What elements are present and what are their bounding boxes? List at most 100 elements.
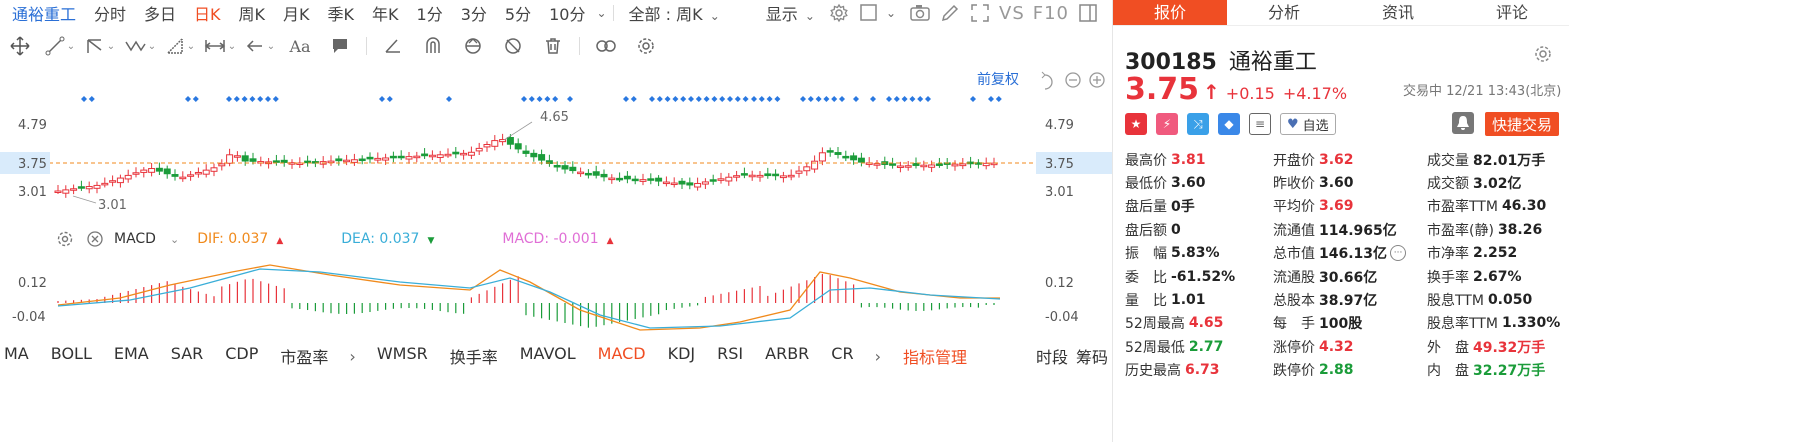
f10-button[interactable]: F10 (1032, 2, 1070, 24)
magnet-icon[interactable] (413, 32, 453, 60)
candlestick (764, 167, 772, 179)
indicator-tab[interactable]: KDJ (667, 344, 696, 363)
indicator-tab[interactable]: MAVOL (519, 344, 576, 363)
panel-tab[interactable]: 报价 (1113, 0, 1227, 25)
stat-value: -61.52% (1171, 268, 1236, 285)
panel-tab[interactable]: 评论 (1495, 3, 1528, 22)
panel-toggle-icon[interactable] (1076, 2, 1100, 24)
indicator-tab[interactable]: CR (831, 344, 854, 363)
indicator-tab[interactable]: SAR (170, 344, 204, 363)
vs-button[interactable]: VS (999, 2, 1025, 24)
candlestick (701, 178, 709, 190)
panel-settings-gear-icon[interactable] (1533, 44, 1553, 68)
quick-trade-button[interactable]: 快捷交易 (1485, 112, 1559, 136)
crosshair-move-icon[interactable] (0, 32, 40, 60)
period-tab[interactable]: 季K (327, 5, 355, 24)
display-select[interactable]: 显示 ⌄ (765, 5, 815, 24)
wave-icon[interactable]: ⌄ (120, 32, 160, 60)
settings-gear-icon[interactable] (827, 2, 851, 24)
chart-style-square-icon[interactable] (857, 2, 881, 24)
panel-tab[interactable]: 分析 (1267, 3, 1300, 22)
stock-name-link[interactable]: 通裕重工 (12, 5, 77, 24)
candlestick (319, 156, 327, 169)
candlestick (756, 171, 764, 182)
period-tab[interactable]: 分时 (94, 5, 127, 24)
stat-label: 每 手 (1273, 316, 1315, 333)
period-tab[interactable]: 1分 (416, 5, 443, 24)
more-options-icon[interactable]: ··· (1390, 245, 1407, 262)
period-tab[interactable]: 周K (238, 5, 266, 24)
period-tab[interactable]: 多日 (144, 5, 177, 24)
stat-cell: 委 比 -61.52% (1113, 267, 1263, 287)
candlestick (584, 169, 592, 179)
add-favorite-button[interactable]: ♥ 自选 (1280, 113, 1336, 135)
link-icon[interactable] (586, 32, 626, 60)
candlestick (912, 157, 920, 169)
drawing-toolbar: ⌄ ⌄ ⌄ ⌄ ⌄ ⌄ Aa (0, 30, 1112, 62)
indicator-manage-button[interactable]: 指标管理 (903, 348, 968, 367)
angle-icon[interactable] (373, 32, 413, 60)
indicator-tab[interactable]: BOLL (50, 344, 92, 363)
indicator-settings-gear-icon[interactable] (52, 228, 78, 250)
stat-label: 总股本 (1273, 293, 1315, 310)
signal-dot (800, 96, 806, 102)
adjust-mode-link[interactable]: 前复权 (977, 71, 1019, 88)
period-more-chevron-icon[interactable]: ⌄ (596, 6, 607, 20)
alert-bell-icon[interactable] (1452, 112, 1474, 134)
period-tab[interactable]: 5分 (504, 5, 532, 24)
note-icon[interactable]: ≡ (1249, 113, 1271, 135)
sync-icon[interactable] (453, 32, 493, 60)
panel-tab[interactable]: 资讯 (1381, 3, 1414, 22)
indicator-tab[interactable]: EMA (113, 344, 149, 363)
indicator-tab[interactable]: ARBR (765, 344, 810, 363)
period-tab[interactable]: 3分 (460, 5, 487, 24)
range-icon[interactable]: ⌄ (200, 32, 240, 60)
hide-drawings-icon[interactable] (493, 32, 533, 60)
fullscreen-icon[interactable] (968, 2, 992, 24)
bottom-right-tab[interactable]: 时段 (1035, 348, 1068, 367)
reset-icon[interactable] (1041, 71, 1053, 90)
indicator-tab[interactable]: WMSR (376, 344, 428, 363)
hot-stock-icon[interactable]: ⚡ (1156, 113, 1178, 135)
comment-icon[interactable] (320, 32, 360, 60)
pencil-icon[interactable] (938, 2, 962, 24)
arrow-left-icon[interactable]: ⌄ (240, 32, 280, 60)
stat-cell: 市净率 2.252 (1415, 243, 1573, 263)
indicator-scroll-right-icon[interactable]: › (349, 346, 356, 366)
indicator-tab[interactable]: MA (4, 344, 29, 363)
trash-icon[interactable] (533, 32, 573, 60)
shuffle-icon[interactable]: ⤨ (1187, 113, 1209, 135)
china-flag-icon[interactable]: ★ (1125, 113, 1147, 135)
tool-settings-gear-icon[interactable] (626, 32, 666, 60)
zoom-in-icon[interactable] (1089, 72, 1105, 88)
indicator-tab[interactable]: 市盈率 (280, 348, 329, 367)
candlestick (678, 177, 686, 189)
period-tab[interactable]: 10分 (549, 5, 586, 24)
candlestick (811, 155, 819, 173)
indicator-tab[interactable]: CDP (225, 344, 259, 363)
indicator-tab[interactable]: MACD (597, 344, 646, 363)
indicator-tab[interactable]: RSI (717, 344, 744, 363)
stat-cell: 盘后量 0手 (1113, 196, 1263, 216)
indicator-scroll-right-icon-2[interactable]: › (874, 346, 881, 366)
signal-dot (711, 96, 718, 102)
chart-style-chevron-icon[interactable]: ⌄ (885, 6, 896, 20)
channel-icon[interactable]: ⌄ (80, 32, 120, 60)
bottom-right-tab[interactable]: 筹码 (1075, 348, 1108, 367)
period-tab[interactable]: 年K (372, 5, 399, 24)
measure-icon[interactable]: ⌄ (160, 32, 200, 60)
kline-chart[interactable]: 4.79 3.75 3.01 4.79 3.75 3.01 4.65 3.01 … (0, 60, 1112, 342)
zoom-out-icon[interactable] (1065, 72, 1081, 88)
tag-icon[interactable]: ◆ (1218, 113, 1240, 135)
period-tab[interactable]: 日K (194, 5, 221, 24)
camera-icon[interactable] (908, 2, 932, 24)
period-tab[interactable]: 月K (283, 5, 310, 24)
scope-select[interactable]: 全部 : 周K ⌄ (628, 5, 720, 24)
candlestick (772, 169, 780, 181)
text-tool-icon[interactable]: Aa (289, 36, 311, 56)
high-annotation: 4.65 (540, 110, 569, 125)
indicator-chevron-down-icon[interactable]: ⌄ (169, 232, 180, 246)
trend-line-icon[interactable]: ⌄ (40, 32, 80, 60)
indicator-close-icon[interactable] (82, 228, 108, 250)
indicator-tab[interactable]: 换手率 (449, 348, 498, 367)
